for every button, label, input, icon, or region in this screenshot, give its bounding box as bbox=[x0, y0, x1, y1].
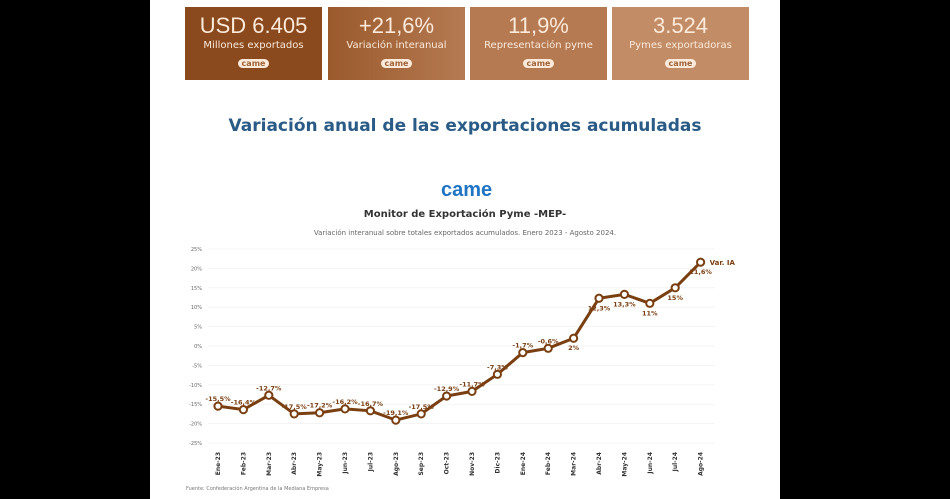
data-label: -12,7% bbox=[256, 384, 282, 392]
data-point bbox=[619, 289, 629, 299]
chart-subtitle: Variación interanual sobre totales expor… bbox=[313, 229, 617, 237]
data-label: -0,6% bbox=[538, 337, 559, 345]
data-point bbox=[670, 283, 680, 293]
section-heading: Variación anual de las exportaciones acu… bbox=[228, 116, 702, 136]
stat-value: USD 6.405 bbox=[199, 13, 308, 38]
data-point bbox=[264, 390, 274, 400]
data-point bbox=[569, 333, 579, 343]
y-tick-label: 5% bbox=[194, 325, 202, 331]
data-point bbox=[289, 409, 299, 419]
data-point bbox=[645, 298, 655, 308]
x-tick-label: Abr-23 bbox=[291, 452, 298, 475]
x-tick-label: Mar-23 bbox=[266, 452, 273, 476]
data-point bbox=[467, 386, 477, 396]
x-tick-label: Ago-23 bbox=[393, 452, 400, 476]
stat-label: Millones exportados bbox=[203, 40, 304, 51]
x-tick-label: Jun-24 bbox=[647, 452, 654, 475]
data-label: -11,7% bbox=[459, 380, 485, 388]
data-label: -17,5% bbox=[282, 403, 308, 411]
y-tick-label: -5% bbox=[192, 363, 202, 369]
x-tick-label: Ene-24 bbox=[520, 452, 527, 475]
data-point bbox=[594, 293, 604, 303]
x-tick-label: Oct-23 bbox=[444, 452, 451, 474]
stat-card: +21,6% Variación interanual came bbox=[328, 7, 465, 80]
y-tick-label: 0% bbox=[194, 344, 202, 350]
y-tick-label: -25% bbox=[189, 441, 202, 447]
data-point bbox=[365, 406, 375, 416]
came-logo-icon: came bbox=[380, 59, 413, 68]
y-tick-label: 10% bbox=[191, 305, 202, 311]
x-tick-label: Jul-23 bbox=[367, 452, 374, 472]
data-point bbox=[442, 391, 452, 401]
x-tick-label: Mar-24 bbox=[571, 452, 578, 476]
data-label: 12,3% bbox=[588, 304, 611, 312]
x-tick-label: Sep-23 bbox=[418, 452, 425, 476]
x-tick-label: Ago-24 bbox=[698, 452, 705, 476]
stat-label: Variación interanual bbox=[346, 40, 447, 51]
data-label: 21,6% bbox=[689, 268, 712, 276]
data-label: -7,3% bbox=[487, 363, 508, 371]
data-point bbox=[238, 405, 249, 415]
series-line bbox=[217, 261, 702, 422]
stat-label: Pymes exportadoras bbox=[629, 40, 732, 51]
page: USD 6.405 Millones exportados came +21,6% Va… bbox=[150, 0, 780, 499]
x-tick-label: Abr-24 bbox=[596, 452, 603, 475]
y-tick-label: 25% bbox=[191, 247, 202, 253]
y-tick-label: -15% bbox=[189, 402, 202, 408]
x-tick-label: Nov-23 bbox=[469, 452, 476, 476]
data-point bbox=[340, 404, 350, 414]
data-label: -16,7% bbox=[358, 400, 384, 408]
legend-label: Var. IA bbox=[710, 259, 736, 267]
data-point bbox=[543, 343, 553, 353]
data-point bbox=[315, 408, 325, 418]
stat-value: +21,6% bbox=[358, 13, 435, 38]
x-tick-label: Feb-23 bbox=[240, 452, 247, 475]
came-logo-icon: came bbox=[522, 59, 555, 68]
data-label: 15% bbox=[667, 294, 683, 302]
data-label: -16,4% bbox=[231, 399, 257, 407]
y-tick-label: 20% bbox=[191, 266, 202, 272]
data-label: -17,2% bbox=[307, 402, 333, 410]
data-label: -16,2% bbox=[332, 398, 358, 406]
stat-card: 11,9% Representación pyme came bbox=[470, 7, 607, 80]
data-point bbox=[391, 415, 401, 425]
stat-label: Representación pyme bbox=[484, 40, 593, 51]
data-label: -15,5% bbox=[205, 395, 231, 403]
came-logo: came bbox=[441, 179, 493, 201]
came-logo-icon: came bbox=[664, 59, 697, 68]
x-tick-label: Feb-24 bbox=[545, 452, 552, 475]
came-logo-icon: came bbox=[237, 59, 270, 68]
x-tick-label: Jul-24 bbox=[672, 452, 679, 472]
data-label: -17,5% bbox=[409, 403, 435, 411]
source-note: Fuente: Confederación Argentina de la Me… bbox=[186, 486, 329, 492]
data-point bbox=[213, 401, 223, 411]
data-point bbox=[416, 409, 426, 419]
data-label: -1,7% bbox=[512, 342, 533, 350]
data-label: -19,1% bbox=[383, 409, 409, 417]
x-tick-label: Dic-23 bbox=[494, 452, 501, 473]
data-point bbox=[696, 257, 706, 267]
stat-value: 11,9% bbox=[508, 13, 569, 38]
data-point bbox=[518, 347, 528, 358]
stat-value: 3.524 bbox=[652, 13, 709, 38]
data-point bbox=[492, 369, 502, 379]
data-label: -12,9% bbox=[434, 385, 460, 393]
stat-card: USD 6.405 Millones exportados came bbox=[185, 7, 322, 80]
y-tick-label: -10% bbox=[189, 383, 202, 389]
line-chart: 25% 20% 15% 10% 5% 0% -5% -10% -15% -20% -25% -15,5… bbox=[189, 247, 736, 477]
x-tick-label: May-24 bbox=[621, 452, 628, 477]
data-label: 2% bbox=[568, 344, 580, 352]
data-label: 13,3% bbox=[613, 300, 636, 308]
y-tick-label: -20% bbox=[189, 422, 202, 428]
x-tick-label: Jun-23 bbox=[342, 452, 349, 475]
stat-card: 3.524 Pymes exportadoras came bbox=[612, 7, 749, 80]
chart-title: Monitor de Exportación Pyme -MEP- bbox=[363, 209, 567, 220]
y-tick-label: 15% bbox=[191, 286, 202, 292]
data-label: 11% bbox=[642, 309, 658, 317]
x-tick-label: Ene-23 bbox=[215, 452, 222, 475]
x-tick-label: May-23 bbox=[317, 452, 324, 477]
